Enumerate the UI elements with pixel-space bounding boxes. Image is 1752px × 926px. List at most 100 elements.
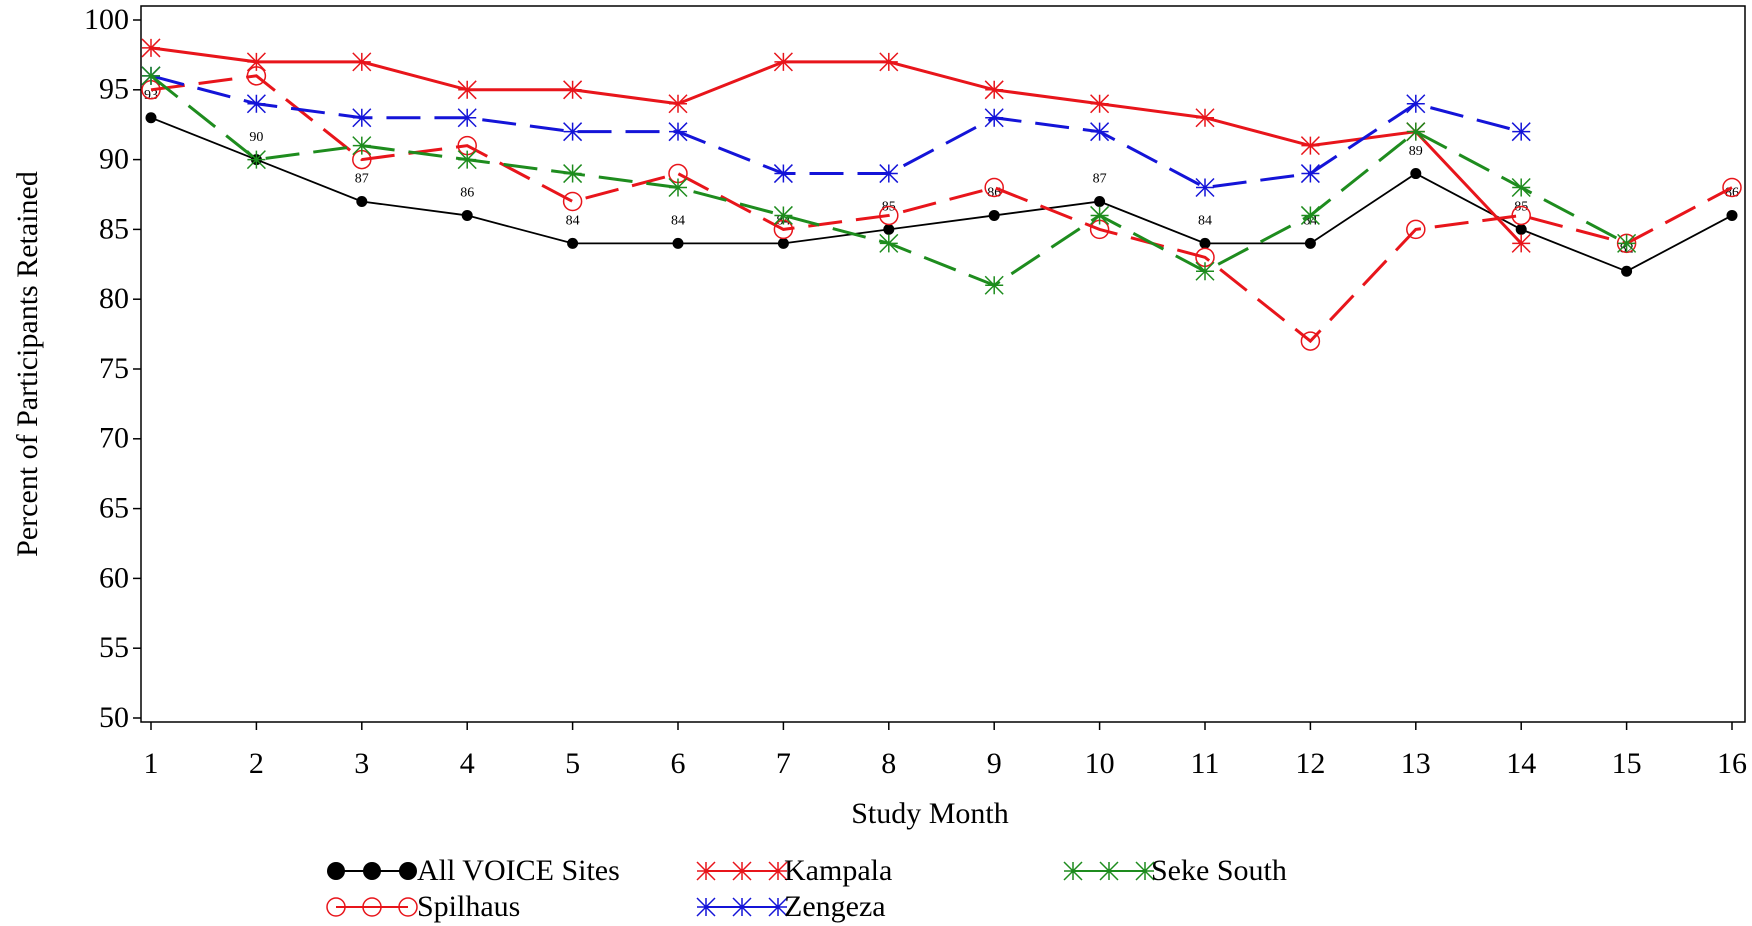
data-label: 89 — [1409, 144, 1423, 159]
point — [1726, 209, 1738, 221]
point — [461, 209, 473, 221]
x-tick-label: 7 — [776, 747, 791, 780]
data-label: 93 — [144, 88, 158, 103]
legend-marker — [1099, 861, 1119, 881]
x-tick-label: 16 — [1717, 747, 1747, 780]
series-line — [150, 116, 1733, 273]
legend-marker — [362, 897, 382, 917]
x-tick-label: 10 — [1085, 747, 1115, 780]
point — [1304, 237, 1316, 249]
point — [879, 205, 899, 226]
data-label: 84 — [566, 214, 580, 229]
point — [563, 122, 583, 142]
y-tick-label: 60 — [99, 561, 129, 594]
point — [1090, 205, 1110, 225]
point — [246, 150, 266, 170]
series-line — [150, 46, 1523, 245]
point — [1300, 205, 1320, 225]
point — [1406, 122, 1426, 142]
point — [777, 237, 789, 249]
point — [879, 164, 899, 184]
x-tick-label: 15 — [1612, 747, 1642, 780]
x-tick-label: 11 — [1191, 747, 1220, 780]
legend-marker — [1135, 861, 1155, 881]
legend-item: Zengeza — [696, 890, 886, 923]
legend-marker — [696, 897, 716, 917]
data-label: 84 — [671, 214, 685, 229]
y-tick-label: 90 — [99, 142, 129, 175]
point — [563, 80, 583, 100]
point — [1406, 219, 1426, 240]
point — [1300, 136, 1320, 156]
point — [1195, 108, 1215, 128]
point — [668, 94, 688, 114]
point — [984, 275, 1004, 295]
data-label: 87 — [355, 172, 369, 187]
point — [879, 233, 899, 253]
plot-frame — [140, 5, 1746, 723]
point — [984, 80, 1004, 100]
legend-marker — [399, 862, 417, 880]
x-tick-label: 4 — [460, 747, 475, 780]
point — [563, 164, 583, 184]
legend-marker — [768, 861, 788, 881]
y-tick-label: 85 — [99, 212, 129, 245]
point — [773, 52, 793, 72]
data-label: 90 — [249, 130, 263, 145]
legend-marker — [398, 897, 418, 917]
y-axis-label: Percent of Participants Retained — [11, 171, 44, 557]
point — [1722, 177, 1742, 198]
legend-item: Spilhaus — [326, 890, 520, 923]
point — [1621, 265, 1633, 277]
legend-label: All VOICE Sites — [417, 854, 620, 887]
point — [984, 108, 1004, 128]
legend-marker — [326, 897, 346, 917]
point — [1195, 177, 1215, 198]
legend-marker — [363, 862, 381, 880]
point — [1511, 122, 1531, 142]
point — [1406, 94, 1426, 114]
point — [356, 195, 368, 207]
point — [1300, 164, 1320, 184]
point — [1511, 205, 1531, 226]
y-tick-label: 100 — [84, 3, 129, 36]
series-line — [150, 74, 1522, 190]
legend-item: All VOICE Sites — [327, 854, 620, 887]
y-tick-label: 70 — [99, 422, 129, 455]
point — [879, 52, 899, 72]
y-tick-label: 65 — [99, 491, 129, 524]
point — [1300, 331, 1321, 351]
legend-marker — [768, 897, 788, 917]
point — [668, 177, 688, 198]
point — [352, 52, 372, 72]
legend-marker — [696, 861, 716, 881]
point — [141, 38, 161, 58]
x-axis-label: Study Month — [851, 797, 1009, 830]
point — [457, 108, 477, 128]
point — [1195, 261, 1215, 281]
point — [567, 237, 579, 249]
legend-marker — [327, 862, 345, 880]
point — [984, 177, 1004, 198]
point — [1090, 122, 1110, 142]
point — [1515, 223, 1527, 235]
x-tick-label: 2 — [249, 747, 264, 780]
point — [1511, 233, 1531, 253]
y-tick-label: 80 — [99, 282, 129, 315]
legend-item: Seke South — [1063, 854, 1287, 887]
point — [773, 164, 793, 184]
legend-marker — [732, 861, 752, 881]
legend-item: Kampala — [696, 854, 892, 887]
legend-label: Kampala — [784, 854, 892, 887]
point — [668, 122, 688, 142]
y-tick-label: 95 — [99, 73, 129, 106]
point — [141, 66, 161, 86]
point — [352, 136, 372, 156]
point — [773, 205, 793, 225]
data-label: 84 — [1198, 214, 1212, 229]
legend-marker — [732, 897, 752, 917]
data-label: 87 — [1093, 172, 1107, 187]
legend-label: Seke South — [1151, 854, 1287, 887]
x-tick-label: 1 — [144, 747, 159, 780]
point — [246, 52, 266, 72]
